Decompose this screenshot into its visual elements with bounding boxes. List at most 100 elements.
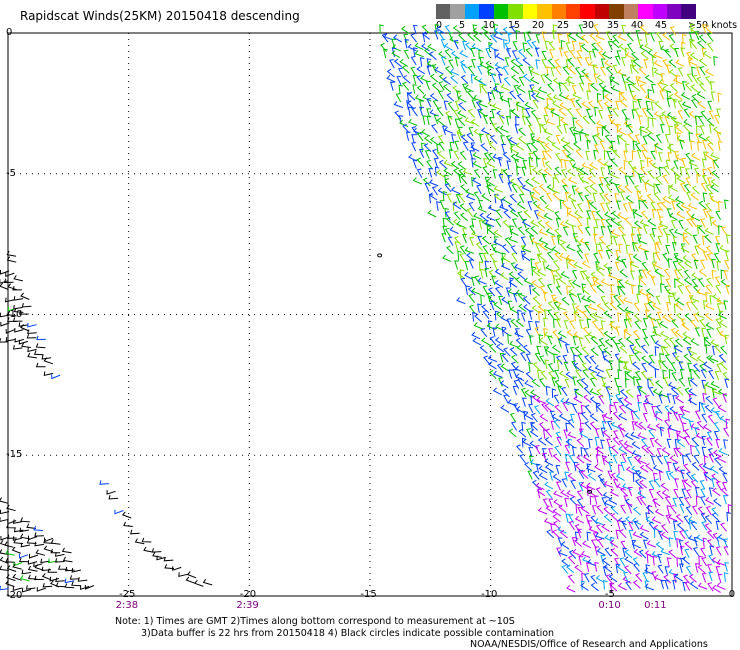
wind-barb: [29, 553, 39, 559]
wind-barb: [608, 395, 614, 405]
wind-barb: [482, 245, 489, 255]
wind-barb: [13, 275, 24, 282]
wind-barb: [698, 133, 708, 142]
wind-barb: [460, 277, 467, 287]
wind-barb: [440, 39, 446, 49]
wind-barb: [600, 295, 607, 306]
wind-barb: [473, 128, 483, 137]
wind-barb: [554, 252, 563, 261]
wind-barb: [558, 116, 564, 126]
wind-barb: [421, 31, 431, 40]
wind-barb: [590, 574, 598, 584]
wind-barb: [560, 136, 570, 145]
wind-barb: [675, 59, 685, 67]
wind-barb: [586, 463, 592, 473]
wind-barb: [633, 548, 643, 558]
wind-barb: [708, 571, 714, 581]
wind-barb: [534, 47, 540, 57]
wind-barb: [686, 489, 692, 499]
wind-barb: [619, 91, 627, 102]
wind-barb: [704, 234, 712, 244]
wind-barb: [428, 179, 439, 187]
wind-barb: [593, 233, 598, 243]
wind-barb: [602, 85, 611, 94]
wind-barb: [530, 135, 541, 143]
wind-barb: [718, 353, 727, 363]
wind-barb: [624, 361, 629, 371]
wind-barb: [502, 219, 511, 229]
wind-barb: [460, 134, 469, 144]
wind-barb: [690, 217, 697, 228]
wind-barb: [478, 220, 484, 230]
scale-swatch: [667, 4, 682, 19]
wind-barb: [670, 116, 679, 125]
wind-barbs: [0, 23, 733, 593]
wind-barb: [690, 213, 701, 222]
wind-barb: [645, 100, 651, 111]
wind-barb: [544, 464, 554, 473]
wind-barb: [578, 337, 584, 347]
wind-barb: [492, 260, 498, 271]
wind-barb: [650, 150, 656, 160]
wind-barb: [560, 489, 570, 498]
wind-barb: [689, 581, 699, 590]
wind-barb: [618, 517, 627, 526]
wind-barb: [684, 548, 690, 559]
wind-barb: [581, 101, 591, 110]
wind-barb: [672, 462, 678, 472]
wind-barb: [715, 546, 722, 556]
wind-barb: [666, 301, 671, 312]
wind-barb: [444, 24, 452, 35]
wind-barb: [667, 295, 673, 305]
wind-barb: [528, 90, 533, 100]
wind-barb: [589, 355, 597, 365]
wind-barb: [708, 487, 714, 497]
wind-barb: [670, 220, 676, 230]
wind-barb: [526, 31, 532, 41]
wind-barb: [483, 355, 491, 365]
wind-barb: [590, 336, 599, 345]
wind-barb: [597, 344, 605, 354]
wind-barb: [714, 371, 720, 381]
wind-barb: [629, 90, 635, 101]
wind-barb: [508, 235, 518, 243]
wind-barb: [668, 184, 678, 192]
wind-barb: [506, 115, 511, 126]
wind-barb: [543, 212, 553, 221]
wind-barb: [456, 128, 466, 137]
wind-barb: [674, 91, 683, 100]
wind-barb: [510, 108, 519, 118]
wind-barb: [434, 66, 444, 75]
wind-barb: [617, 295, 625, 305]
wind-barb: [724, 378, 729, 388]
wind-barb: [428, 168, 434, 178]
wind-barb: [612, 107, 619, 117]
wind-barb: [595, 32, 605, 41]
wind-barb: [715, 318, 722, 328]
wind-barb: [645, 126, 654, 135]
wind-barb: [670, 362, 677, 372]
wind-barb: [507, 182, 513, 192]
wind-barb: [662, 369, 667, 380]
wind-barb: [683, 119, 693, 127]
wind-barb: [614, 377, 619, 388]
wind-barb: [427, 43, 437, 52]
wind-barb: [704, 312, 713, 322]
wind-barb: [12, 519, 23, 524]
wind-barb: [688, 388, 697, 397]
wind-barb: [598, 337, 606, 348]
wind-barb: [672, 579, 677, 590]
wind-barb: [637, 227, 642, 237]
wind-barb: [649, 233, 656, 243]
wind-barb: [564, 471, 569, 481]
wind-barb: [666, 90, 672, 101]
wind-barb: [539, 141, 547, 151]
wind-barb: [602, 382, 612, 391]
wind-barb: [50, 539, 61, 545]
wind-barb: [512, 385, 518, 396]
wind-barb: [654, 242, 659, 253]
scale-label: 40: [631, 20, 644, 31]
wind-barb: [453, 40, 459, 50]
wind-barb: [618, 134, 627, 143]
scale-label: 30: [582, 20, 595, 31]
